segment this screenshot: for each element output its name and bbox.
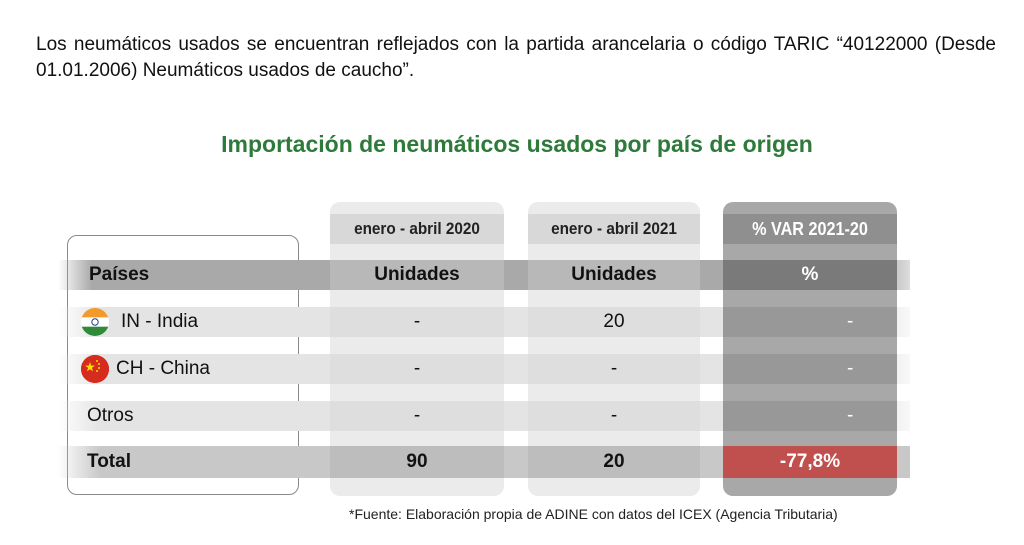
value-2021: - — [610, 405, 618, 426]
period-header-2020: enero - abril 2020 — [330, 214, 504, 244]
header-cell-2021 — [528, 260, 700, 290]
row-cell — [330, 401, 504, 431]
row-cell — [723, 354, 897, 384]
header-cell-2020 — [330, 260, 504, 290]
row-cell — [528, 401, 700, 431]
country-label: Otros — [87, 405, 134, 426]
total-cell-variation — [723, 446, 897, 478]
source-note: *Fuente: Elaboración propia de ADINE con… — [349, 506, 838, 522]
period-label-variation: % VAR 2021-20 — [752, 219, 868, 239]
row-cell — [723, 401, 897, 431]
value-variation: - — [847, 358, 854, 379]
period-header-variation: % VAR 2021-20 — [723, 214, 897, 244]
country-label: IN - India — [121, 311, 199, 332]
total-value-variation: -77,8% — [779, 451, 841, 472]
value-variation: - — [847, 405, 854, 426]
row-cell — [723, 307, 897, 337]
china-flag-icon — [81, 355, 109, 383]
row-cell — [330, 307, 504, 337]
country-label: CH - China — [116, 358, 210, 379]
value-2021: 20 — [603, 311, 625, 332]
header-label-percent: % — [801, 264, 819, 285]
total-cell-2020 — [330, 446, 504, 478]
value-2020: - — [413, 358, 421, 379]
period-label-2020: enero - abril 2020 — [354, 219, 480, 238]
value-2020: - — [413, 405, 421, 426]
value-2020: - — [413, 311, 421, 332]
table-title: Importación de neumáticos usados por paí… — [221, 131, 813, 157]
total-cell-2021 — [528, 446, 700, 478]
value-variation: - — [847, 311, 854, 332]
row-cell — [330, 354, 504, 384]
header-label-units-2020: Unidades — [374, 264, 460, 285]
india-flag-icon — [81, 308, 109, 336]
intro-paragraph: Los neumáticos usados se encuentran refl… — [36, 34, 996, 81]
header-label-countries: Países — [89, 264, 150, 285]
row-cell — [528, 354, 700, 384]
row-cell — [528, 307, 700, 337]
total-label: Total — [87, 451, 131, 472]
value-2021: - — [610, 358, 618, 379]
header-cell-variation — [723, 260, 897, 290]
period-header-2021: enero - abril 2021 — [528, 214, 700, 244]
header-label-units-2021: Unidades — [571, 264, 657, 285]
total-value-2021: 20 — [603, 451, 625, 472]
period-label-2021: enero - abril 2021 — [551, 219, 677, 238]
total-value-2020: 90 — [406, 451, 428, 472]
